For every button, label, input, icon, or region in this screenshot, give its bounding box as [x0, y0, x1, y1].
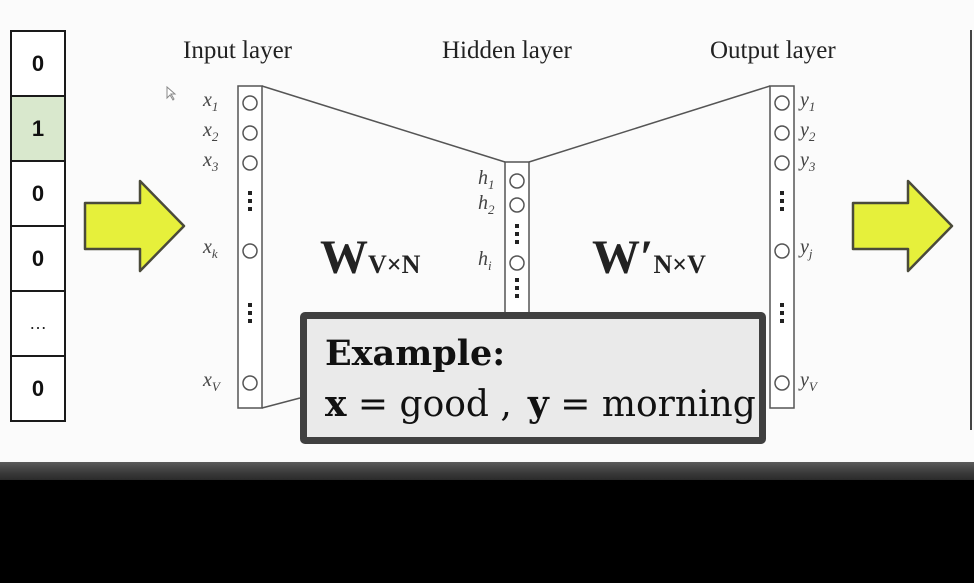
example-callout: Example: x = good , y = morning — [300, 312, 766, 444]
input-layer-title: Input layer — [183, 37, 292, 64]
hidden-node — [509, 197, 525, 213]
network-diagram — [83, 85, 954, 409]
output-node — [774, 243, 790, 259]
ellipsis-dots — [515, 278, 519, 298]
input-node — [242, 95, 258, 111]
connection-line — [261, 397, 301, 409]
input-node-label: xV — [203, 369, 220, 394]
input-node — [242, 243, 258, 259]
weight-matrix-input-hidden: WV×N — [320, 231, 421, 284]
hidden-node-label: h2 — [478, 192, 495, 217]
output-layer-title: Output layer — [710, 37, 836, 64]
input-layer-column — [237, 85, 263, 409]
example-text: x = good , y = morning — [325, 383, 756, 425]
vector-cell: 0 — [31, 375, 45, 401]
output-node-label: yV — [800, 369, 817, 394]
vector-cell: 0 — [12, 162, 64, 227]
input-node — [242, 125, 258, 141]
output-node-label: y2 — [800, 119, 816, 144]
input-node-label: x1 — [203, 89, 219, 114]
output-node-label: y3 — [800, 149, 816, 174]
ellipsis-dots — [248, 191, 252, 211]
input-node — [242, 155, 258, 171]
vector-cell: 0 — [12, 32, 64, 97]
example-y-value: = morning — [560, 384, 756, 425]
output-node-label: yj — [800, 236, 813, 261]
ellipsis-dots — [248, 303, 252, 323]
right-arrow-icon — [83, 179, 186, 273]
output-node — [774, 125, 790, 141]
vector-cell-ellipsis: … — [12, 292, 64, 357]
input-node — [242, 375, 258, 391]
onehot-vector: 0 1 0 0 … 0 — [10, 30, 66, 422]
slide: 0 1 0 0 … 0 — [0, 0, 974, 462]
hidden-layer-title: Hidden layer — [442, 37, 572, 64]
slide-edge-divider — [970, 30, 972, 430]
example-x-value: = good , — [357, 384, 512, 425]
output-node — [774, 375, 790, 391]
hidden-node-label: hi — [478, 248, 492, 273]
example-y-var: y — [527, 383, 549, 425]
input-node-label: x3 — [203, 149, 219, 174]
example-heading: Example: — [325, 333, 506, 374]
connection-line — [261, 85, 506, 163]
vector-cell: 0 — [12, 227, 64, 292]
connection-line — [528, 85, 771, 163]
hidden-node — [509, 255, 525, 271]
right-arrow-icon — [851, 179, 954, 273]
hidden-node-label: h1 — [478, 167, 495, 192]
output-node — [774, 95, 790, 111]
cursor-icon — [166, 85, 177, 101]
input-node-label: x2 — [203, 119, 219, 144]
vector-cell-highlighted: 1 — [12, 97, 64, 162]
slide-bottom-bar — [0, 462, 974, 480]
example-x-var: x — [325, 383, 347, 425]
ellipsis-dots — [515, 224, 519, 244]
output-layer-column — [769, 85, 795, 409]
weight-matrix-hidden-output: W′N×V — [592, 231, 706, 284]
input-node-label: xk — [203, 236, 218, 261]
ellipsis-dots — [780, 191, 784, 211]
output-node — [774, 155, 790, 171]
ellipsis-dots — [780, 303, 784, 323]
output-node-label: y1 — [800, 89, 816, 114]
hidden-node — [509, 173, 525, 189]
